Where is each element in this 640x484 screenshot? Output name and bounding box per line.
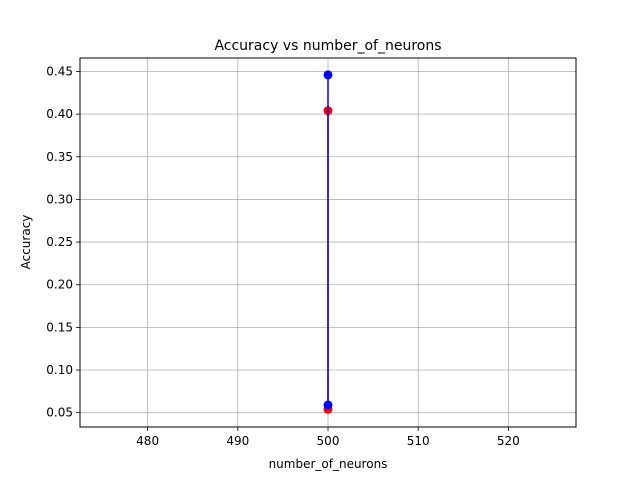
chart-title: Accuracy vs number_of_neurons [214, 38, 441, 54]
x-tick-label: 520 [497, 434, 520, 448]
y-tick-label: 0.15 [46, 320, 73, 334]
y-tick-label: 0.40 [46, 107, 73, 121]
series-layer [323, 70, 333, 414]
y-tick-label: 0.30 [46, 192, 73, 206]
x-tick-label: 490 [226, 434, 249, 448]
x-axis-label: number_of_neurons [269, 457, 388, 471]
ticks-layer: 480 490 500 510 520 0.05 0.10 0.15 0.20 0.25 0.30 0… [46, 64, 520, 448]
y-tick-label: 0.05 [46, 406, 73, 420]
x-tick-label: 500 [317, 434, 340, 448]
y-tick-label: 0.20 [46, 278, 73, 292]
y-tick-label: 0.35 [46, 150, 73, 164]
y-tick-label: 0.25 [46, 235, 73, 249]
x-tick-label: 480 [136, 434, 159, 448]
series-1-point [323, 400, 333, 410]
x-tick-label: 510 [407, 434, 430, 448]
y-tick-label: 0.10 [46, 363, 73, 377]
y-tick-label: 0.45 [46, 64, 73, 78]
y-axis-label: Accuracy [19, 215, 33, 270]
series-1-point [323, 70, 333, 80]
